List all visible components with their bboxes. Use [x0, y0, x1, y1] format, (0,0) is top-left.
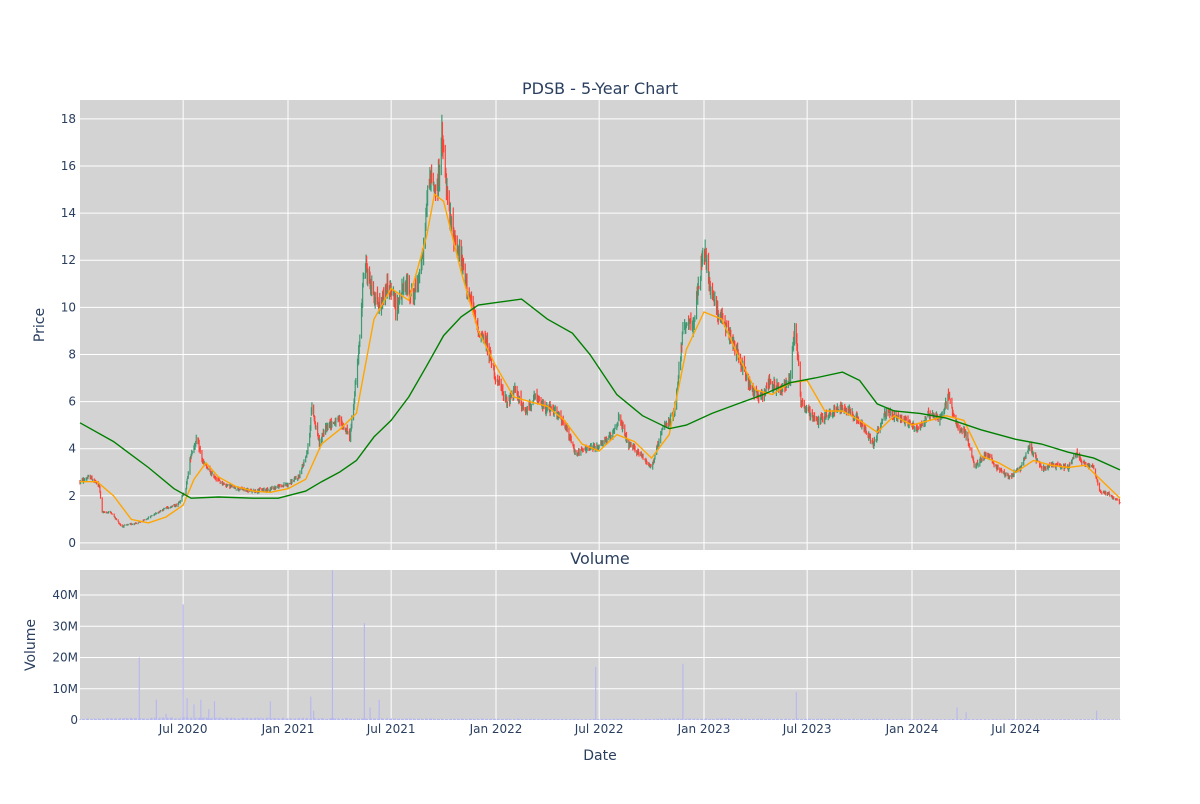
x-tick-label: Jul 2023: [782, 722, 832, 736]
price-y-tick-labels: 0 2 4 6 8 10 12 14 16 18: [61, 112, 76, 550]
price-candles: [79, 114, 1121, 528]
price-y-tick-label: 16: [61, 159, 76, 173]
volume-plot-background: [80, 570, 1120, 720]
price-chart-title: PDSB - 5-Year Chart: [522, 79, 678, 98]
x-tick-label: Jul 2020: [158, 722, 208, 736]
volume-chart-title: Volume: [570, 549, 630, 568]
x-tick-label: Jan 2022: [469, 722, 523, 736]
volume-y-tick-label: 40M: [52, 588, 78, 602]
price-y-tick-label: 10: [61, 300, 76, 314]
x-tick-label: Jul 2021: [366, 722, 416, 736]
price-y-tick-label: 6: [68, 395, 76, 409]
x-tick-label: Jul 2022: [574, 722, 624, 736]
x-tick-label: Jan 2024: [885, 722, 939, 736]
price-y-tick-label: 12: [61, 253, 76, 267]
price-y-tick-label: 4: [68, 442, 76, 456]
x-tick-label: Jan 2023: [677, 722, 731, 736]
volume-bars: [79, 570, 1121, 720]
volume-y-tick-label: 20M: [52, 651, 78, 665]
x-tick-label: Jul 2024: [990, 722, 1040, 736]
price-plot-background: [80, 100, 1120, 550]
volume-axis-title: Volume: [23, 619, 39, 671]
date-axis-title: Date: [583, 748, 616, 764]
volume-y-tick-label: 0: [70, 713, 78, 727]
volume-y-tick-label: 30M: [52, 619, 78, 633]
price-grid: [80, 100, 1120, 550]
moving-average-lines: [79, 192, 1121, 524]
moving-average-line: [79, 298, 1121, 499]
date-x-tick-labels: Jul 2020 Jan 2021 Jul 2021 Jan 2022 Jul 2022…: [158, 722, 1040, 736]
volume-y-tick-label: 10M: [52, 682, 78, 696]
price-y-tick-label: 8: [68, 347, 76, 361]
price-y-tick-label: 0: [68, 536, 76, 550]
price-y-tick-label: 14: [61, 206, 76, 220]
x-tick-label: Jan 2021: [261, 722, 315, 736]
price-y-tick-label: 18: [61, 112, 76, 126]
volume-y-tick-labels: 0 10M 20M 30M 40M: [52, 588, 78, 727]
price-y-tick-label: 2: [68, 489, 76, 503]
price-axis-title: Price: [32, 308, 48, 342]
